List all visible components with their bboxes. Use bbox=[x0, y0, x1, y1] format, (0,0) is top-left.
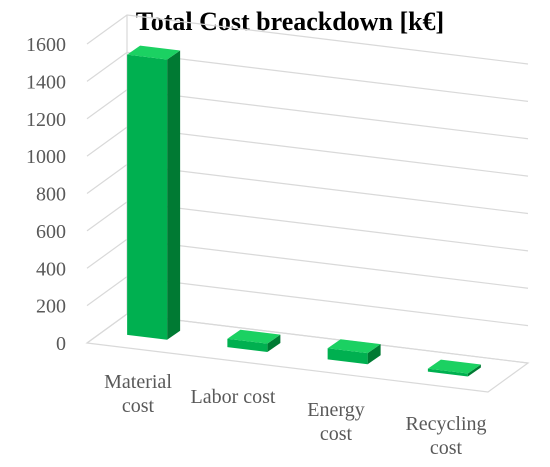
bar-front bbox=[227, 338, 268, 353]
y-tick-label: 0 bbox=[56, 333, 66, 355]
bar bbox=[327, 339, 381, 365]
bars bbox=[127, 45, 481, 377]
bar-top bbox=[427, 359, 481, 374]
y-tick-label: 600 bbox=[36, 221, 66, 243]
bar-front bbox=[127, 54, 168, 340]
bar-top bbox=[327, 339, 381, 354]
x-category-label: Labor cost bbox=[191, 386, 276, 408]
bar-side bbox=[267, 334, 281, 353]
bar-top bbox=[127, 45, 181, 60]
chart-floor bbox=[85, 313, 530, 393]
bar bbox=[127, 45, 181, 340]
chart-title: Total Cost breackdown [k€] bbox=[136, 7, 444, 36]
x-category-label: Energy cost bbox=[307, 399, 364, 445]
bar-side bbox=[167, 50, 181, 340]
gridlines bbox=[85, 14, 530, 393]
bar-side bbox=[367, 344, 381, 365]
y-tick-label: 1400 bbox=[26, 71, 66, 93]
y-tick-label: 1600 bbox=[26, 34, 66, 56]
y-tick-label: 800 bbox=[36, 184, 66, 206]
bar-front bbox=[427, 368, 468, 377]
bar bbox=[427, 359, 481, 377]
x-category-label: Recycling cost bbox=[405, 413, 486, 459]
y-tick-label: 400 bbox=[36, 258, 66, 280]
y-axis-ticks: 0 200 400 600 800 1000 1200 1400 1600 bbox=[26, 34, 66, 355]
bar-front bbox=[327, 348, 368, 365]
bar bbox=[227, 329, 281, 353]
bar-side bbox=[467, 364, 481, 377]
y-tick-label: 200 bbox=[36, 296, 66, 318]
x-axis-categories: Material cost Labor cost Energy cost Recyclin… bbox=[104, 371, 486, 459]
y-tick-label: 1000 bbox=[26, 146, 66, 168]
x-category-label: Material cost bbox=[104, 371, 172, 417]
bar-top bbox=[227, 329, 281, 344]
y-tick-label: 1200 bbox=[26, 109, 66, 131]
